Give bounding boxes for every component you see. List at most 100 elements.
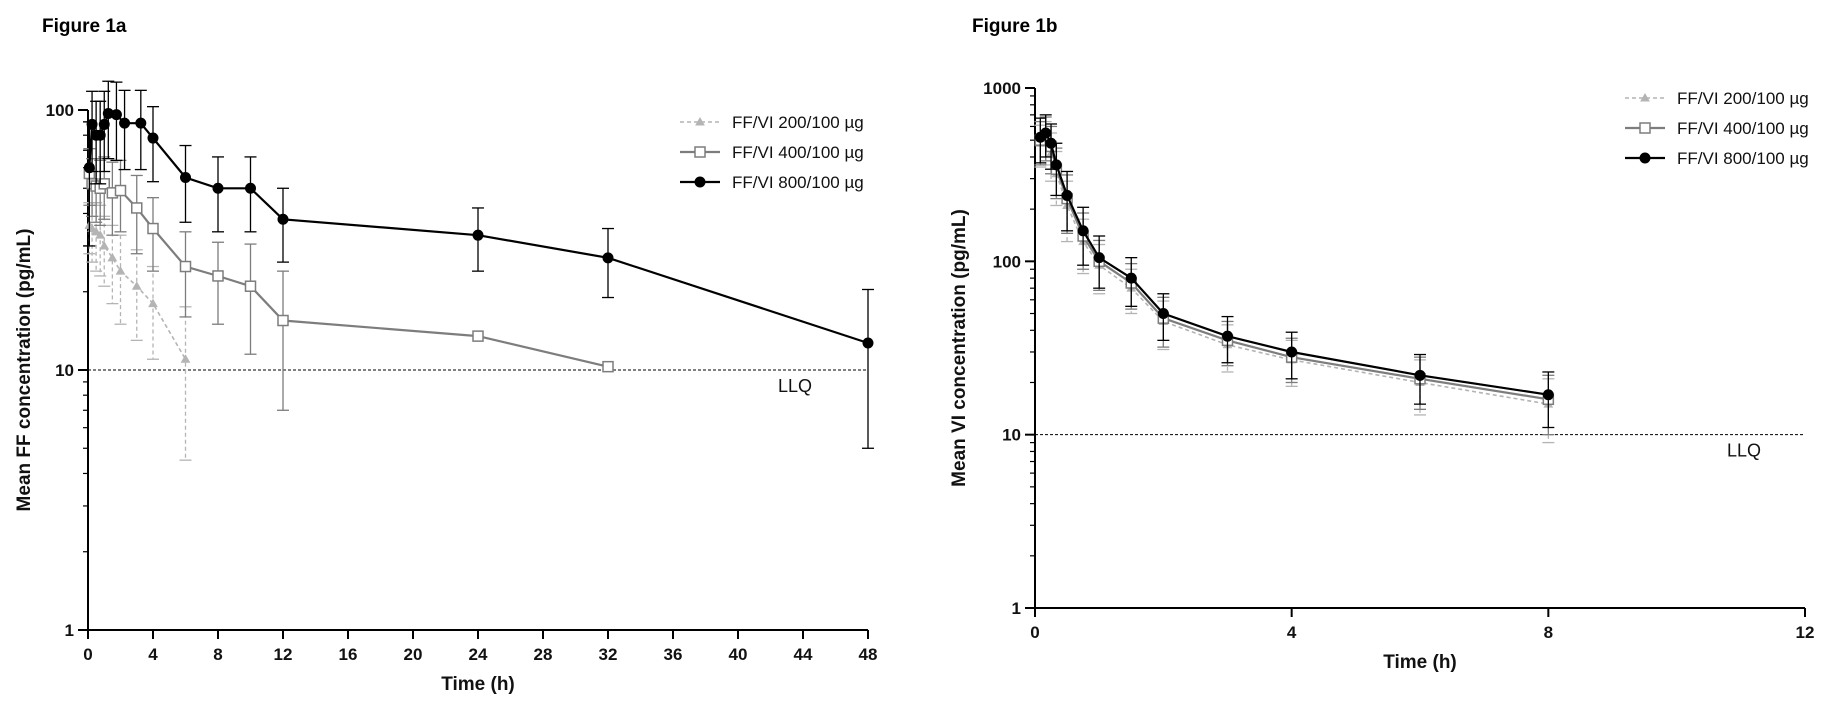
error-bar — [130, 249, 143, 342]
legend-item-ff-vi-200-100-g: FF/VI 200/100 µg — [1625, 89, 1809, 108]
legend-item-ff-vi-800-100-g: FF/VI 800/100 µg — [680, 173, 864, 192]
y-axis-title: Mean FF concentration (pg/mL) — [14, 229, 35, 512]
legend-label: FF/VI 400/100 µg — [1677, 119, 1809, 138]
series-ff-vi-200-100-g — [83, 202, 192, 461]
error-bar — [1061, 170, 1074, 232]
data-point — [1157, 308, 1169, 320]
x-tick-label: 4 — [1287, 623, 1297, 642]
series-ff-vi-200-100-g — [1034, 120, 1555, 444]
data-point — [862, 337, 874, 349]
data-point — [131, 281, 142, 290]
data-point — [147, 222, 159, 235]
data-point — [1414, 369, 1426, 381]
error-bar — [244, 156, 257, 233]
data-point — [83, 162, 95, 174]
x-tick-label: 4 — [148, 645, 158, 664]
data-point — [107, 252, 118, 262]
x-tick-label: 12 — [1796, 623, 1815, 642]
error-bar — [244, 243, 257, 355]
y-tick-label: 1 — [65, 621, 74, 640]
data-point — [244, 280, 257, 292]
legend: FF/VI 200/100 µg FF/VI 400/100 µg FF/VI 80… — [1625, 89, 1809, 168]
error-bar — [212, 241, 224, 325]
data-point — [110, 109, 122, 121]
data-point — [1222, 330, 1233, 342]
data-point — [1125, 272, 1137, 284]
error-bar — [862, 288, 874, 449]
error-bar — [179, 144, 192, 223]
legend-label: FF/VI 800/100 µg — [1677, 149, 1809, 168]
legend-item-ff-vi-200-100-g: FF/VI 200/100 µg — [680, 113, 864, 132]
legend: FF/VI 200/100 µg FF/VI 400/100 µg FF/VI 80… — [680, 113, 864, 192]
data-point — [472, 330, 484, 342]
x-tick-label: 40 — [729, 645, 748, 664]
error-bar — [147, 106, 159, 183]
data-point — [179, 260, 192, 273]
legend-label: FF/VI 400/100 µg — [732, 143, 864, 162]
data-point — [147, 132, 159, 144]
legend-item-ff-vi-800-100-g: FF/VI 800/100 µg — [1625, 149, 1809, 168]
series-ff-vi-800-100-g — [1034, 114, 1555, 429]
error-bar — [118, 89, 131, 171]
data-point — [1040, 127, 1052, 139]
y-tick-label: 100 — [46, 101, 74, 120]
legend-label: FF/VI 200/100 µg — [732, 113, 864, 132]
x-tick-label: 8 — [213, 645, 222, 664]
data-point — [1286, 346, 1298, 358]
legend-marker — [694, 176, 706, 188]
error-bar — [106, 224, 119, 305]
y-tick-label: 100 — [993, 252, 1021, 271]
error-bar — [110, 81, 123, 162]
legend-item-ff-vi-400-100-g: FF/VI 400/100 µg — [1625, 119, 1809, 138]
data-point — [95, 230, 106, 239]
data-point — [472, 229, 484, 241]
data-point — [1093, 252, 1105, 264]
data-point — [212, 270, 224, 282]
error-bar — [130, 174, 143, 255]
x-tick-label: 16 — [339, 645, 358, 664]
series-ff-vi-800-100-g — [83, 80, 874, 449]
data-point — [602, 252, 614, 264]
legend-label: FF/VI 200/100 µg — [1677, 89, 1809, 108]
data-point — [94, 129, 106, 141]
error-bar — [106, 161, 119, 236]
data-point — [277, 213, 289, 225]
y-axis-title: Mean VI concentration (pg/mL) — [949, 209, 970, 487]
x-tick-label: 48 — [859, 645, 878, 664]
data-point — [1061, 189, 1073, 201]
error-bar — [277, 187, 289, 263]
y-tick-label: 1000 — [983, 79, 1021, 98]
data-point — [91, 226, 101, 236]
data-point — [277, 314, 289, 327]
data-point — [86, 118, 98, 130]
data-point — [180, 172, 191, 184]
legend-marker — [1640, 92, 1650, 102]
x-tick-label: 28 — [534, 645, 553, 664]
error-bar — [134, 89, 147, 171]
legend-item-ff-vi-400-100-g: FF/VI 400/100 µg — [680, 143, 864, 162]
x-tick-label: 32 — [599, 645, 618, 664]
x-axis-title: Time (h) — [441, 674, 515, 695]
data-point — [131, 202, 143, 214]
y-tick-label: 1 — [1012, 599, 1021, 618]
error-bar — [212, 156, 224, 233]
legend-marker — [1639, 122, 1651, 134]
panel-title: Figure 1a — [42, 16, 127, 37]
data-point — [1050, 159, 1062, 171]
panel-title: Figure 1b — [972, 16, 1058, 37]
data-point — [115, 266, 126, 275]
data-point — [1542, 389, 1554, 401]
data-point — [180, 354, 191, 363]
error-bar — [147, 265, 159, 360]
chart-figure-1b: 0 4 8 12 1 10 100 1000 Time (h) Mean VI concentra… — [949, 79, 1815, 673]
llq-label: LLQ — [778, 376, 812, 396]
data-point — [119, 117, 131, 129]
y-tick-label: 10 — [55, 361, 74, 380]
data-point — [1045, 137, 1057, 149]
legend-marker — [1639, 152, 1651, 164]
data-point — [99, 240, 110, 250]
x-tick-label: 8 — [1544, 623, 1553, 642]
y-tick-label: 10 — [1002, 426, 1021, 445]
data-point — [114, 184, 127, 197]
data-point — [602, 360, 614, 373]
